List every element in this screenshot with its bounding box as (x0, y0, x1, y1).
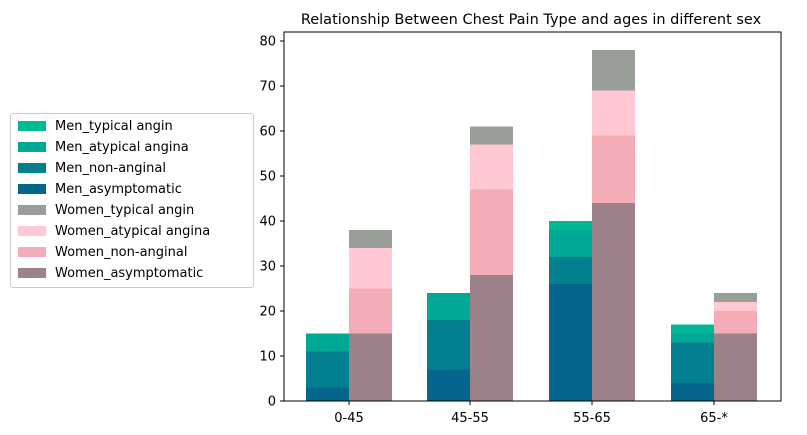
legend-swatch (18, 142, 46, 152)
y-tick-label: 50 (259, 170, 276, 185)
bar-women-atypical-angina-55-65 (592, 90, 635, 136)
y-tick-label: 60 (259, 125, 276, 140)
plot-frame (283, 31, 782, 402)
bar-men-asymptomatic-65- (671, 383, 714, 401)
legend-swatch (18, 226, 46, 236)
y-axis: 0 10 20 30 40 50 60 70 80 (259, 35, 284, 410)
legend-item-men-non-anginal: Men_non-anginal (18, 158, 166, 178)
bar-women-atypical-angina-65- (714, 302, 757, 311)
y-tick-label: 20 (259, 305, 276, 320)
bar-men-typical-angin-65- (671, 324, 714, 334)
legend-label: Men_atypical angina (55, 139, 189, 155)
x-tick-label: 65-* (700, 411, 728, 426)
y-tick-label: 30 (259, 260, 276, 275)
bar-men-non-anginal-55-65 (549, 257, 592, 284)
y-tick-label: 10 (259, 350, 276, 365)
bar-men-non-anginal-0-45 (306, 351, 349, 388)
chart-title: Relationship Between Chest Pain Type and… (301, 12, 762, 28)
bar-men-atypical-angina-45-55 (427, 293, 470, 320)
legend-swatch (18, 205, 46, 215)
legend-item-women-typical-angin: Women_typical angin (18, 200, 194, 220)
legend-swatch (18, 163, 46, 173)
legend-item-men-asymptomatic: Men_asymptomatic (18, 179, 182, 199)
bar-men-asymptomatic-45-55 (427, 369, 470, 401)
bar-women-typical-angin-0-45 (349, 230, 392, 248)
legend-item-men-typical-angin: Men_typical angin (18, 116, 173, 136)
bar-women-atypical-angina-45-55 (470, 144, 513, 190)
bar-women-asymptomatic-65- (714, 333, 757, 401)
legend: Men_typical angin Men_atypical angina Men_… (10, 113, 254, 288)
x-tick-label: 45-55 (451, 411, 489, 426)
legend-item-men-atypical-angina: Men_atypical angina (18, 137, 189, 157)
bar-men-atypical-angina-0-45 (306, 333, 349, 352)
legend-label: Men_typical angin (55, 118, 173, 134)
legend-item-women-asymptomatic: Women_asymptomatic (18, 263, 203, 283)
bar-women-asymptomatic-0-45 (349, 333, 392, 401)
bar-women-typical-angin-55-65 (592, 50, 635, 91)
bar-women-typical-angin-65- (714, 293, 757, 302)
y-tick-label: 80 (259, 35, 276, 50)
x-tick-label: 0-45 (334, 411, 364, 426)
legend-label: Women_typical angin (55, 202, 195, 218)
x-axis: 0-45 45-55 55-65 65-* (334, 401, 728, 426)
y-tick-label: 70 (259, 80, 276, 95)
y-tick-label: 0 (268, 395, 276, 410)
bar-women-atypical-angina-0-45 (349, 248, 392, 289)
bar-women-typical-angin-45-55 (470, 126, 513, 145)
bar-women-non-anginal-65- (714, 311, 757, 334)
bars (306, 50, 757, 401)
legend-label: Women_non-anginal (55, 244, 188, 260)
bar-men-asymptomatic-0-45 (306, 387, 349, 401)
bar-men-non-anginal-45-55 (427, 320, 470, 370)
legend-label: Women_asymptomatic (55, 265, 204, 281)
bar-men-typical-angin-55-65 (549, 221, 592, 230)
bar-women-asymptomatic-55-65 (592, 203, 635, 401)
legend-item-women-atypical-angina: Women_atypical angina (18, 221, 210, 241)
bar-women-non-anginal-55-65 (592, 135, 635, 203)
y-tick-label: 40 (259, 215, 276, 230)
bar-men-atypical-angina-55-65 (549, 230, 592, 257)
bar-men-atypical-angina-65- (671, 333, 714, 343)
legend-swatch (18, 247, 46, 257)
legend-swatch (18, 268, 46, 278)
legend-swatch (18, 121, 46, 131)
legend-swatch (18, 184, 46, 194)
x-tick-label: 55-65 (573, 411, 611, 426)
bar-men-asymptomatic-55-65 (549, 284, 592, 401)
legend-label: Men_asymptomatic (55, 181, 182, 197)
bar-women-non-anginal-45-55 (470, 189, 513, 275)
legend-item-women-non-anginal: Women_non-anginal (18, 242, 187, 262)
bar-women-asymptomatic-45-55 (470, 275, 513, 401)
legend-label: Women_atypical angina (55, 223, 211, 239)
bar-women-non-anginal-0-45 (349, 288, 392, 334)
bar-men-non-anginal-65- (671, 342, 714, 383)
legend-label: Men_non-anginal (55, 160, 166, 176)
